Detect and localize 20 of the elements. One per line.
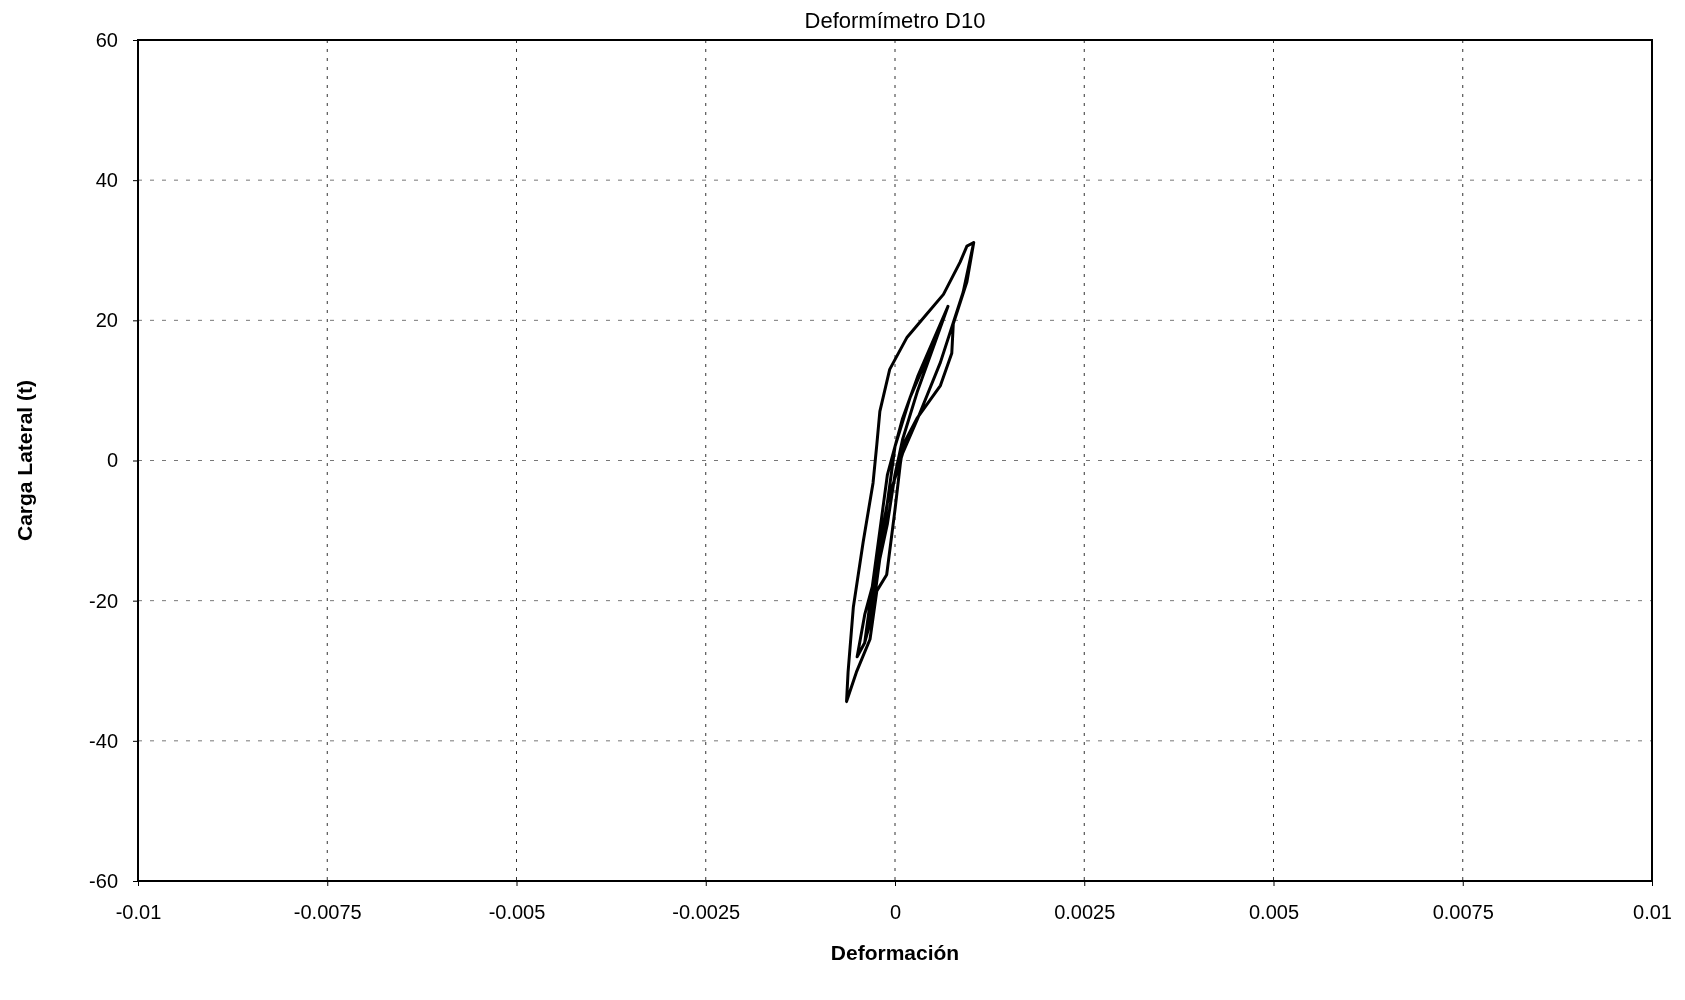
y-tick-label: 40 <box>95 169 118 192</box>
y-tick-label: 60 <box>95 28 118 51</box>
x-tick-label: -0.005 <box>488 901 546 923</box>
line-series <box>845 241 976 704</box>
x-axis-title: Deformación <box>830 941 960 964</box>
x-tick-label: -0.0075 <box>293 901 362 923</box>
y-tick-label: -40 <box>89 729 118 752</box>
y-axis-title: Carga Lateral (t) <box>13 379 36 542</box>
x-tick-label: 0.0025 <box>1054 901 1116 923</box>
y-tick-label: -60 <box>89 869 118 892</box>
x-tick-label: -0.0025 <box>672 901 741 923</box>
y-tick-label: 20 <box>95 309 118 332</box>
x-tick-label: -0.01 <box>115 901 162 923</box>
y-tick-label: 0 <box>106 449 118 472</box>
y-tick-label: -20 <box>89 589 118 612</box>
x-tick-label: 0.0075 <box>1432 901 1494 923</box>
x-tick-label: 0 <box>889 901 902 923</box>
x-tick-label: 0.01 <box>1633 901 1672 923</box>
chart-title: Deformímetro D10 <box>804 8 986 33</box>
x-tick-label: 0.005 <box>1248 901 1300 923</box>
